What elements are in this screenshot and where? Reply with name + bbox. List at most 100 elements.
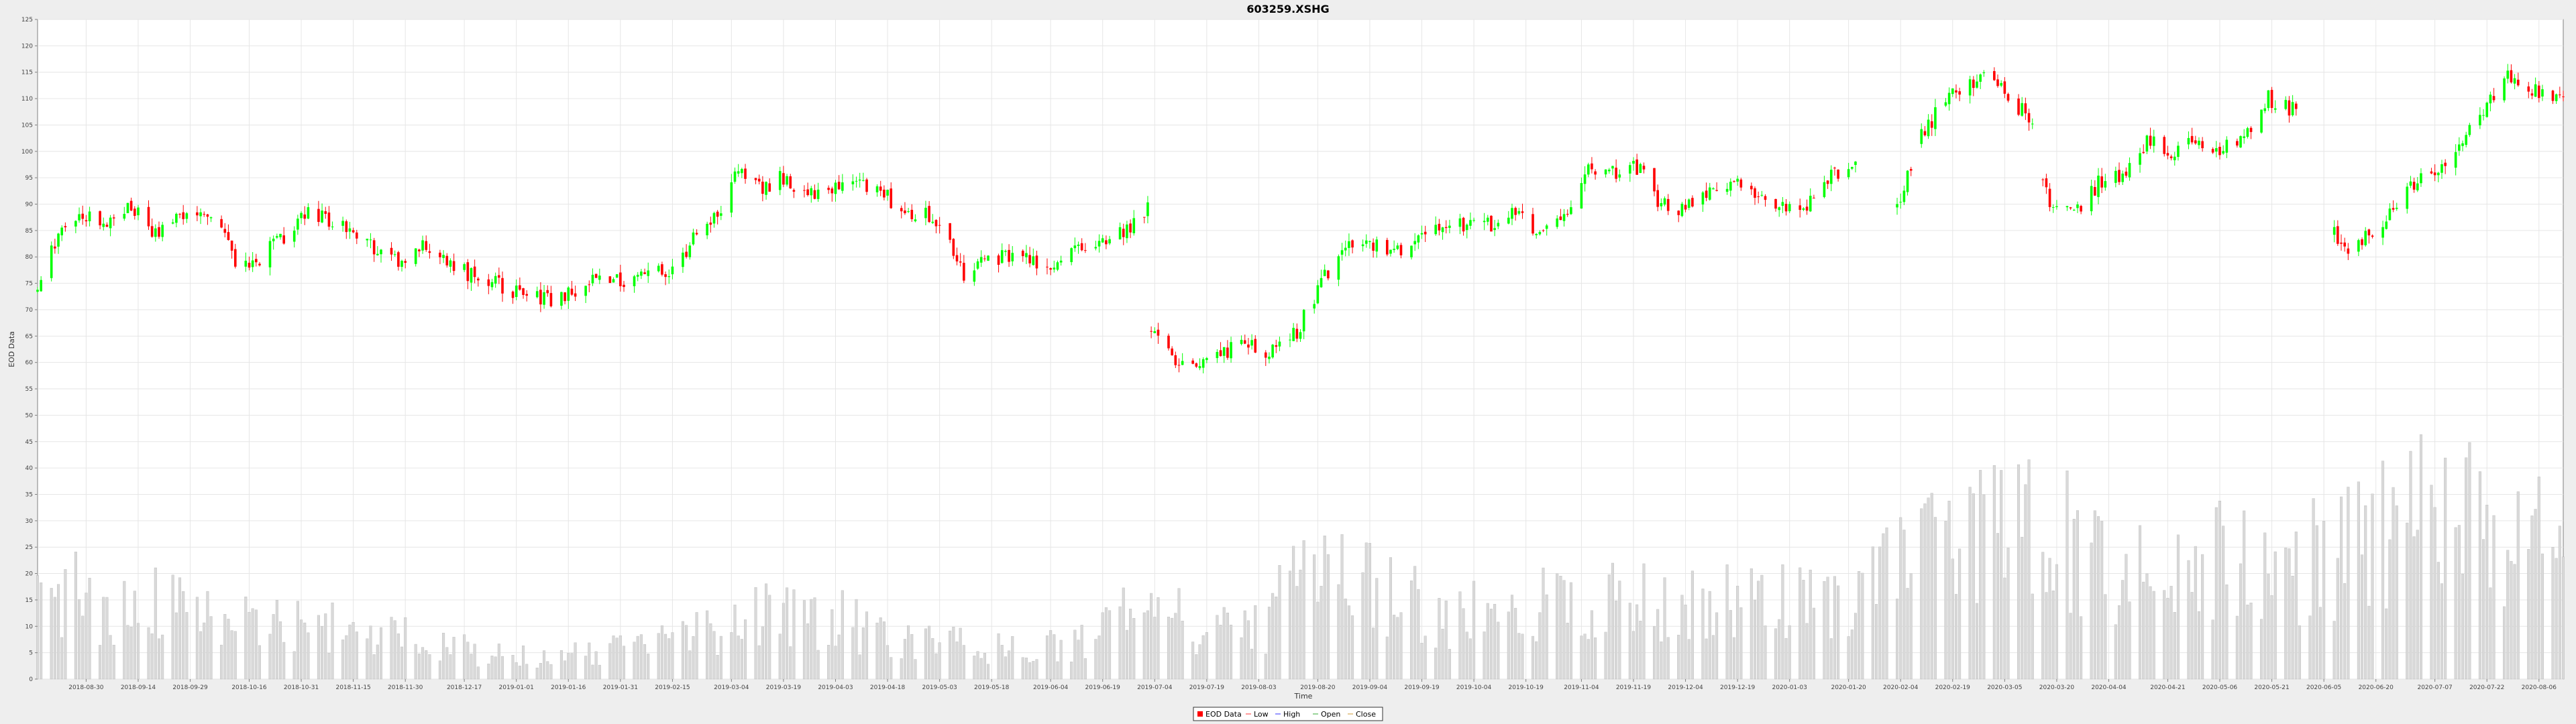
volume-bar [487, 664, 490, 680]
candle-body-up [1198, 366, 1201, 369]
candle-body-up [1545, 225, 1548, 229]
candle-body-down [938, 225, 941, 226]
x-tick-label: 2019-06-04 [1033, 684, 1069, 691]
candle-body-up [1340, 250, 1344, 255]
volume-bar [1635, 604, 1639, 680]
candle-body-up [1829, 170, 1833, 184]
volume-bar [317, 615, 320, 680]
candle-body-up [1629, 165, 1631, 174]
candle-body-down [1805, 206, 1809, 211]
candle-body-up [692, 232, 695, 245]
candle-body-down [1254, 339, 1257, 353]
volume-bar [643, 644, 647, 680]
volume-bar [331, 602, 334, 680]
volume-bar [2440, 583, 2444, 680]
volume-bar [2000, 470, 2003, 680]
candle-body-down [623, 284, 625, 288]
candle-body-up [154, 228, 157, 237]
candle-body-down [570, 288, 574, 295]
candle-body-up [2416, 183, 2419, 190]
volume-bar [1858, 571, 1861, 680]
candle-body-down [1191, 360, 1194, 364]
volume-bar [1198, 644, 1201, 680]
volume-bar [1056, 661, 1059, 680]
volume-bar [1788, 625, 1791, 680]
candle-body-down [2017, 99, 2020, 115]
candle-body-up [1268, 357, 1271, 359]
volume-bar [1760, 575, 1764, 680]
volume-bar [539, 663, 542, 680]
volume-bar [2006, 548, 2010, 680]
candle-body-down [112, 217, 115, 219]
y-tick-label: 85 [25, 228, 33, 235]
volume-bar [1837, 585, 1840, 680]
candle-body-down [1490, 215, 1493, 232]
candle-body-up [1850, 166, 1854, 169]
volume-bar [1486, 603, 1489, 680]
volume-bar [1393, 615, 1396, 680]
candle-body-down [182, 212, 185, 219]
candle-body-down [1764, 196, 1767, 200]
volume-bar [1316, 601, 1320, 680]
candle-body-up [765, 182, 767, 195]
candle-body-up [688, 245, 692, 257]
volume-bar [85, 593, 88, 680]
volume-bar [227, 619, 230, 680]
candle-body-down [2166, 153, 2169, 156]
volume-bar [2118, 605, 2121, 680]
candle-body-down [959, 261, 962, 263]
volume-bar [1896, 599, 1899, 680]
volume-bar [619, 635, 622, 680]
candle-body-down [1275, 345, 1278, 347]
candle-body-down [564, 292, 566, 302]
volume-bar [1254, 605, 1257, 680]
volume-bar [1729, 610, 1732, 680]
volume-bar [1177, 588, 1181, 680]
volume-bar [1420, 643, 1424, 680]
volume-bar [612, 636, 615, 680]
candle-body-down [2149, 135, 2152, 146]
candle-body-up [1788, 204, 1791, 212]
candle-body-down [546, 290, 549, 294]
candle-body-down [1351, 240, 1354, 248]
volume-bar [1847, 636, 1850, 680]
candle-body-up [2357, 240, 2360, 252]
candle-body-up [300, 213, 303, 219]
volume-bar [1784, 638, 1788, 680]
volume-bar [2308, 615, 2312, 680]
candle-body-down [1462, 217, 1465, 232]
volume-bar [983, 652, 986, 680]
candle-body-up [855, 180, 858, 182]
volume-bar [639, 634, 643, 680]
candle-body-up [400, 261, 403, 267]
candle-body-down [390, 247, 393, 255]
volume-bar [1947, 501, 1951, 680]
volume-bar [1150, 593, 1153, 680]
volume-bar [1715, 612, 1719, 680]
candle-body-up [2114, 170, 2117, 183]
candle-body-down [1923, 131, 1927, 135]
volume-bar [1909, 573, 1913, 680]
candle-body-down [709, 222, 712, 225]
y-tick-label: 15 [25, 597, 33, 604]
volume-bar [792, 589, 796, 680]
x-tick-label: 2019-09-19 [1404, 684, 1440, 691]
candle-body-up [1535, 233, 1538, 235]
candle-body-down [761, 181, 764, 194]
volume-bar [1396, 617, 1399, 680]
volume-bar [40, 582, 43, 680]
volume-bar [2235, 615, 2239, 680]
volume-bar [2214, 507, 2218, 680]
candle-body-up [1299, 332, 1302, 339]
volume-bar [209, 616, 213, 680]
candle-body-down [574, 293, 577, 297]
candle-body-up [1201, 359, 1205, 368]
volume-bar [1222, 607, 1226, 680]
volume-bar [2409, 450, 2412, 680]
candle-body-up [834, 182, 837, 194]
volume-bar [976, 651, 979, 680]
volume-bar [1118, 606, 1122, 680]
volume-bar [955, 642, 959, 680]
volume-bar [549, 664, 553, 680]
volume-bar [2492, 515, 2496, 680]
